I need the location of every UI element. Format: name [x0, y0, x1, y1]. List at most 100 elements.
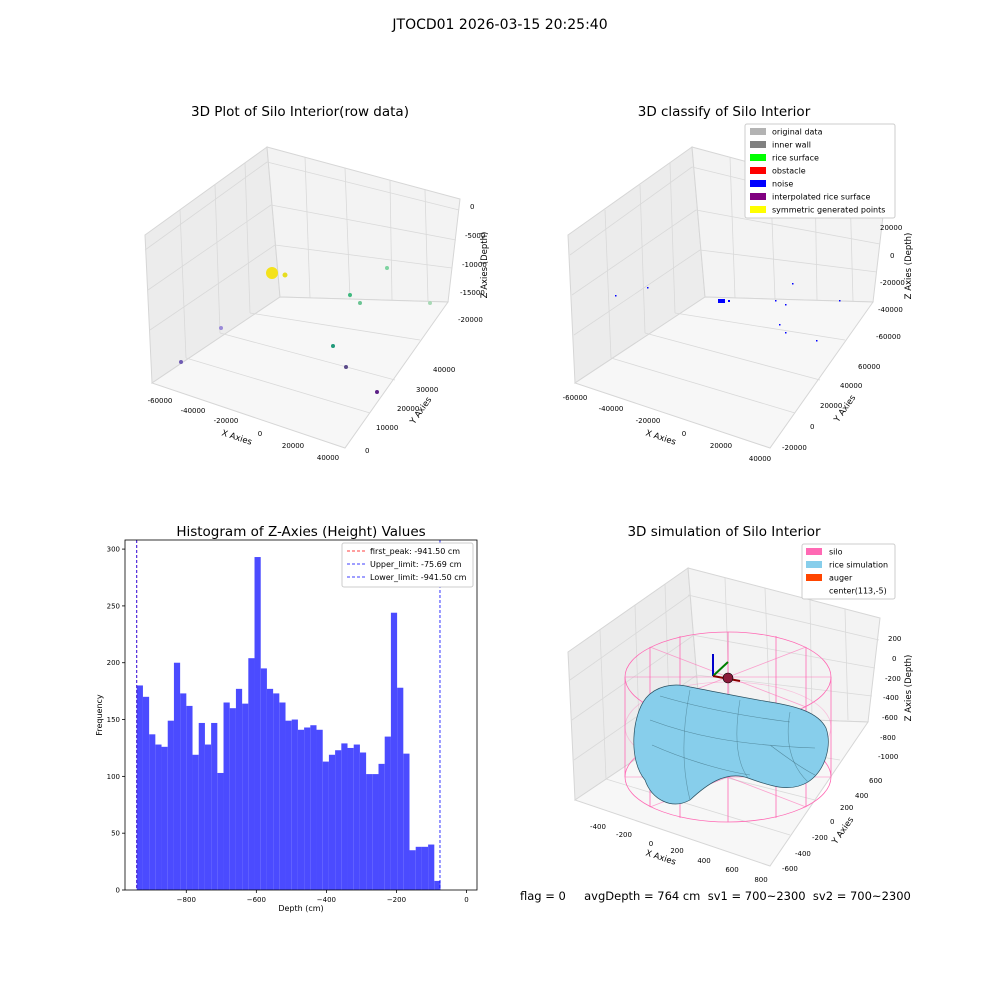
noise-point — [718, 299, 725, 303]
raw-point — [282, 272, 288, 278]
classify-legend-label: symmetric generated points — [772, 206, 885, 215]
figure-suptitle: JTOCD01 2026-03-15 20:25:40 — [392, 17, 608, 33]
histogram-bar — [390, 612, 398, 890]
classify-legend: original data inner wall rice surface obsta… — [744, 123, 896, 219]
histogram-bar — [266, 688, 274, 890]
histogram-bar — [341, 743, 348, 890]
classify-y-tick: 40000 — [840, 382, 862, 390]
classify-legend-label: rice surface — [772, 154, 819, 163]
simulation-z-tick: -600 — [882, 714, 898, 722]
raw-point — [179, 360, 183, 364]
histogram-y-tick: 50 — [111, 830, 120, 838]
histogram-bar — [167, 720, 174, 890]
noise-point — [728, 300, 730, 302]
histogram-bar — [273, 693, 280, 890]
classify-z-tick: 20000 — [880, 224, 902, 232]
status-line: flag = 0 avgDepth = 764 cm sv1 = 700~230… — [520, 889, 911, 903]
classify-z-tick: 0 — [890, 252, 894, 260]
noise-point — [779, 324, 781, 326]
simulation-y-tick: 600 — [869, 777, 882, 785]
histogram-bar — [415, 846, 422, 890]
raw-x-tick: -20000 — [214, 417, 239, 425]
classify-y-tick: 60000 — [858, 363, 880, 371]
simulation-legend-label: center(113,-5) — [829, 587, 887, 596]
histogram-x-tick: −800 — [177, 896, 196, 904]
noise-point — [785, 332, 787, 334]
simulation-z-label: Z Axies (Depth) — [904, 655, 914, 722]
classify-x-tick: -40000 — [599, 405, 624, 413]
histogram-bar — [353, 744, 360, 890]
rice-surface — [633, 684, 829, 805]
histogram-bar — [211, 722, 218, 890]
histogram-x-tick: −200 — [387, 896, 406, 904]
raw-x-tick: -60000 — [148, 397, 173, 405]
raw-3d-box — [144, 146, 461, 449]
simulation-legend-swatch — [806, 561, 822, 568]
histogram-bar — [136, 685, 143, 890]
classify-y-ticks: -20000 0 20000 40000 60000 — [782, 363, 880, 452]
classify-legend-label: obstacle — [772, 167, 806, 176]
histogram-bar — [254, 557, 261, 890]
noise-point — [615, 295, 617, 297]
raw-point — [385, 266, 389, 270]
raw-point — [331, 344, 335, 348]
classify-y-tick: 20000 — [820, 402, 842, 410]
histogram-bar — [242, 703, 249, 890]
histogram-bar — [198, 722, 205, 890]
simulation-legend-swatch — [806, 548, 822, 555]
histogram-bar — [217, 772, 224, 890]
histogram-bar — [328, 754, 336, 890]
simulation-x-tick: 600 — [725, 866, 738, 874]
raw-point — [428, 301, 432, 305]
simulation-legend-box — [801, 543, 896, 600]
raw-3d-plot: 3D Plot of Silo Interior(row data) — [144, 104, 490, 462]
auger-marker — [712, 654, 741, 684]
classify-x-ticks: -60000 -40000 -20000 0 20000 40000 — [563, 394, 772, 463]
classify-legend-swatch — [750, 141, 766, 148]
histogram-x-label: Depth (cm) — [278, 904, 323, 913]
simulation-z-tick: 0 — [892, 655, 896, 663]
histogram-bar — [297, 729, 305, 890]
simulation-legend-label: auger — [829, 574, 853, 583]
histogram-bar — [279, 702, 286, 890]
histogram-bar — [142, 696, 150, 890]
histogram-x-tick: −400 — [317, 896, 336, 904]
histogram-bar — [409, 850, 416, 890]
simulation-3d-plot: 3D simulation of Silo Interior — [567, 524, 914, 884]
histogram-bar — [310, 725, 317, 890]
histogram-bar — [235, 688, 243, 890]
histogram-bar — [434, 880, 441, 890]
noise-point — [816, 340, 818, 342]
raw-x-tick: -40000 — [181, 407, 206, 415]
classify-z-tick: -60000 — [876, 333, 901, 341]
histogram-bar — [192, 754, 199, 890]
histogram-y-tick: 200 — [107, 659, 120, 667]
histogram-y-tick: 300 — [107, 546, 120, 554]
histogram-bar — [378, 763, 385, 890]
simulation-z-ticks: 200 0 -200 -400 -600 -800 -1000 — [878, 635, 901, 761]
simulation-legend-swatch — [806, 574, 822, 581]
simulation-z-tick: -400 — [883, 694, 899, 702]
classify-x-tick: 20000 — [710, 442, 732, 450]
histogram-x-tick: −600 — [247, 896, 266, 904]
classify-z-tick: -40000 — [878, 306, 903, 314]
noise-point — [775, 300, 777, 302]
raw-x-label: X Axies — [220, 428, 253, 447]
classify-legend-label: interpolated rice surface — [772, 193, 870, 202]
raw-y-ticks: 0 10000 20000 30000 40000 — [365, 366, 455, 455]
raw-point — [358, 301, 362, 305]
simulation-z-tick: -800 — [880, 734, 896, 742]
classify-x-tick: -20000 — [636, 417, 661, 425]
raw-x-tick: 20000 — [282, 442, 304, 450]
raw-point — [344, 365, 348, 369]
noise-point — [839, 300, 841, 302]
raw-x-tick: 40000 — [317, 454, 339, 462]
noise-point — [647, 287, 649, 289]
histogram-bar — [180, 693, 187, 890]
classify-x-label: X Axies — [644, 428, 677, 447]
histogram-bar — [403, 753, 410, 890]
histogram-bar — [372, 774, 379, 890]
raw-y-tick: 0 — [365, 447, 369, 455]
histogram-bar — [322, 761, 329, 890]
histogram-bars — [136, 557, 441, 890]
